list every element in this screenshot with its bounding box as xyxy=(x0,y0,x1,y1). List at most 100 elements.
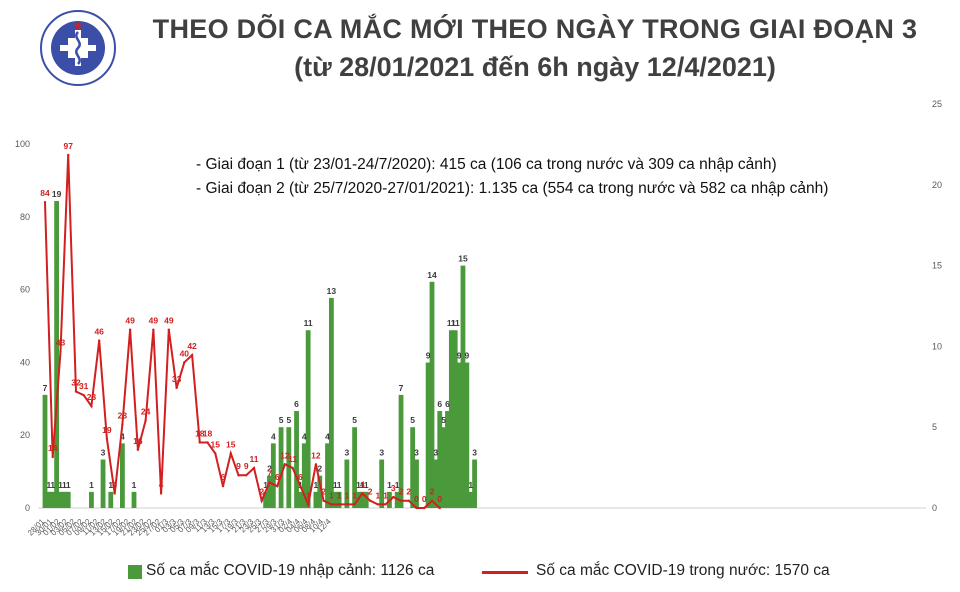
line-point xyxy=(167,328,171,331)
line-point xyxy=(121,423,124,426)
bar xyxy=(54,200,60,508)
line-value-label: 11 xyxy=(249,454,258,464)
left-axis-tick-label: 0 xyxy=(25,503,30,513)
bar xyxy=(46,491,52,508)
bar-value-label: 3 xyxy=(414,448,419,458)
line-value-label: 12 xyxy=(311,450,321,460)
line-point xyxy=(399,499,403,502)
line-point xyxy=(128,328,132,331)
line-point xyxy=(221,484,225,488)
line-value-label: 1 xyxy=(383,490,388,500)
line-point xyxy=(322,499,325,502)
bar-value-label: 1 xyxy=(333,480,338,490)
bar xyxy=(398,394,404,508)
line-point xyxy=(51,455,54,459)
bar xyxy=(448,330,454,508)
bar xyxy=(301,443,307,508)
bar-value-label: 7 xyxy=(399,383,404,393)
bar-value-label: 3 xyxy=(344,448,349,458)
bar xyxy=(294,411,299,508)
bar xyxy=(460,265,466,508)
bar-value-label: 1 xyxy=(356,480,361,490)
line-value-label: 18 xyxy=(195,428,205,438)
bar-value-label: 13 xyxy=(327,286,337,296)
bar-value-label: 5 xyxy=(279,415,284,425)
bar-value-label: 1 xyxy=(364,480,369,490)
line-value-label: 40 xyxy=(180,348,190,358)
line-value-label: 2 xyxy=(259,487,264,497)
bar-value-label: 4 xyxy=(271,431,276,441)
bar-value-label: 6 xyxy=(445,399,450,409)
bar xyxy=(336,491,342,508)
bar xyxy=(429,281,435,508)
line-value-label: 18 xyxy=(203,428,213,438)
line-point xyxy=(206,441,209,444)
legend-line-swatch xyxy=(482,571,528,574)
bar xyxy=(65,491,71,508)
bar xyxy=(42,394,48,508)
bar-series xyxy=(42,200,477,508)
bar xyxy=(100,459,106,508)
line-point xyxy=(90,404,93,408)
bar xyxy=(359,491,365,508)
bar-value-label: 1 xyxy=(395,480,400,490)
line-point xyxy=(276,484,279,488)
line-point xyxy=(59,350,62,353)
bar xyxy=(425,362,431,508)
bar xyxy=(437,411,443,508)
ministry-of-health-seal-icon xyxy=(40,10,116,86)
line-point xyxy=(74,390,78,393)
bar-value-label: 5 xyxy=(352,415,357,425)
line-value-label: 33 xyxy=(172,374,182,384)
line-value-label: 1 xyxy=(344,490,349,500)
bar xyxy=(325,443,330,508)
bar xyxy=(464,362,470,508)
line-point xyxy=(283,463,287,466)
bar xyxy=(58,491,63,508)
bar-value-label: 11 xyxy=(447,318,456,328)
bar-value-label: 6 xyxy=(294,399,299,409)
line-value-label: 19 xyxy=(102,425,112,435)
bar-value-label: 9 xyxy=(426,351,431,361)
bar-value-label: 2 xyxy=(267,464,272,474)
bar xyxy=(89,491,94,508)
bar-value-label: 1 xyxy=(263,480,268,490)
line-value-label: 15 xyxy=(226,439,236,449)
legend-line-label: Số ca mắc COVID-19 trong nước: 1570 ca xyxy=(536,562,830,579)
line-value-label: 43 xyxy=(56,337,66,347)
bar xyxy=(410,427,416,508)
left-axis: 0 20 40 60 80 100 xyxy=(15,139,30,513)
bar-value-label: 1 xyxy=(47,480,52,490)
line-value-label: 16 xyxy=(133,436,143,446)
bar-value-label: 1 xyxy=(58,480,63,490)
bar xyxy=(468,491,474,508)
left-axis-tick-label: 100 xyxy=(15,139,30,149)
bar xyxy=(305,330,311,508)
line-point xyxy=(43,201,47,204)
line-value-label: 49 xyxy=(149,316,159,326)
bar-value-label: 11 xyxy=(304,318,313,328)
line-value-label: 1 xyxy=(337,490,342,500)
line-value-label: 49 xyxy=(125,316,135,326)
right-axis-tick-label: 20 xyxy=(932,180,942,190)
bar xyxy=(313,491,319,508)
line-point xyxy=(105,437,109,441)
bar-value-label: 19 xyxy=(52,189,62,199)
line-value-label: 6 xyxy=(275,472,280,482)
bar-value-label: 6 xyxy=(437,399,442,409)
bar-value-label: 1 xyxy=(108,480,113,490)
line-value-label: 2 xyxy=(399,487,404,497)
bar-value-label: 1 xyxy=(337,480,342,490)
bar xyxy=(286,427,292,508)
legend: Số ca mắc COVID-19 nhập cảnh: 1126 ca Số… xyxy=(128,560,888,584)
bar xyxy=(270,443,276,508)
left-axis-tick-label: 20 xyxy=(20,430,30,440)
line-value-label: 31 xyxy=(79,381,89,391)
right-axis-tick-label: 15 xyxy=(932,261,942,271)
line-point xyxy=(136,448,140,451)
right-axis-tick-label: 5 xyxy=(932,422,937,432)
bar xyxy=(332,491,338,508)
line-point xyxy=(368,499,372,502)
bar-value-label: 7 xyxy=(43,383,48,393)
